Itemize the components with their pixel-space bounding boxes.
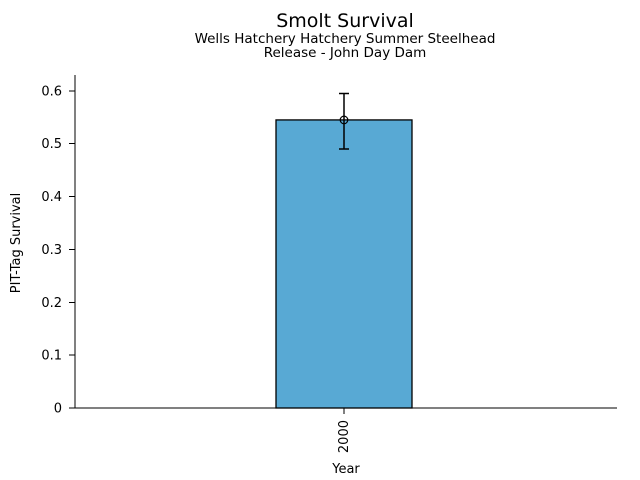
mean-marker-open-circle-icon — [339, 115, 349, 125]
chart-title: Smolt Survival — [276, 10, 414, 32]
bar-2000 — [275, 119, 413, 409]
x-axis-label: Year — [331, 462, 360, 477]
y-tick-label: 0.4 — [41, 190, 62, 205]
x-tick-label: 2000 — [337, 420, 352, 453]
y-tick-label: 0.5 — [41, 137, 62, 152]
y-tick-label: 0.2 — [41, 296, 62, 311]
y-tick-label: 0.6 — [41, 84, 62, 99]
chart-subtitle-line1: Wells Hatchery Hatchery Summer Steelhead — [195, 31, 496, 47]
y-tick-label: 0.1 — [41, 349, 62, 364]
chart-subtitle-line2: Release - John Day Dam — [264, 45, 427, 61]
y-tick-label: 0 — [54, 402, 62, 417]
y-tick-label: 0.3 — [41, 243, 62, 258]
y-axis-label: PIT-Tag Survival — [9, 193, 24, 293]
